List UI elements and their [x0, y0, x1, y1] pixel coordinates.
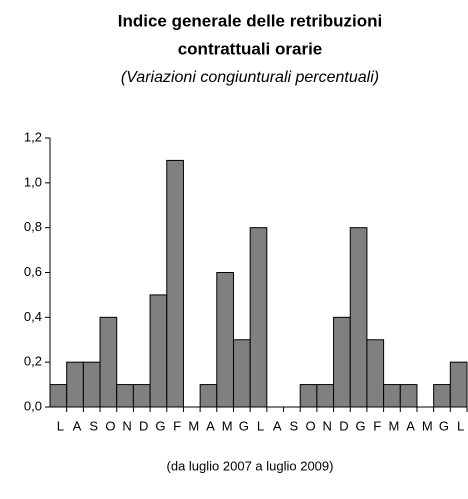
- x-tick-label: G: [439, 418, 449, 433]
- bar: [66, 361, 84, 408]
- x-tick-label: L: [457, 418, 464, 433]
- bar: [166, 159, 184, 408]
- x-tick-label: M: [389, 418, 400, 433]
- x-tick-label: A: [73, 418, 82, 433]
- x-tick-label: S: [89, 418, 98, 433]
- y-tick-label: 0,6: [24, 264, 42, 279]
- bar: [232, 339, 251, 408]
- x-tick-label: A: [273, 418, 282, 433]
- chart-title: Indice generale delle retribuzioni: [118, 11, 383, 30]
- bar: [49, 384, 68, 408]
- x-tick-label: M: [188, 418, 199, 433]
- x-tick-label: F: [173, 418, 181, 433]
- bar: [366, 339, 385, 408]
- x-tick-label: A: [406, 418, 415, 433]
- bar: [249, 227, 268, 408]
- x-tick-label: D: [339, 418, 348, 433]
- bar: [199, 384, 218, 408]
- bar: [216, 272, 234, 408]
- x-tick-label: G: [155, 418, 165, 433]
- x-tick-label: L: [257, 418, 264, 433]
- bar: [99, 316, 118, 408]
- x-tick-label: O: [305, 418, 315, 433]
- x-tick-label: M: [222, 418, 233, 433]
- y-tick-label: 1,0: [24, 174, 42, 189]
- y-tick-label: 0,0: [24, 398, 42, 413]
- x-tick-label: N: [323, 418, 332, 433]
- chart-title: contrattuali orarie: [178, 39, 323, 58]
- bar: [149, 294, 168, 408]
- bar: [349, 227, 368, 408]
- x-tick-label: O: [105, 418, 115, 433]
- x-tick-label: A: [206, 418, 215, 433]
- x-tick-label: M: [422, 418, 433, 433]
- bar: [299, 384, 318, 408]
- x-tick-label: G: [239, 418, 249, 433]
- bar: [433, 384, 451, 408]
- x-tick-label: N: [122, 418, 131, 433]
- bar: [383, 384, 401, 408]
- y-tick-label: 0,8: [24, 219, 42, 234]
- chart-subtitle: (Variazioni congiunturali percentuali): [121, 69, 379, 86]
- x-tick-label: S: [290, 418, 299, 433]
- y-tick-label: 1,2: [24, 129, 42, 144]
- bar: [399, 384, 418, 408]
- x-tick-label: D: [139, 418, 148, 433]
- bar: [116, 384, 134, 408]
- x-tick-label: G: [356, 418, 366, 433]
- x-axis-label: (da luglio 2007 a luglio 2009): [167, 458, 334, 473]
- bar: [449, 361, 468, 408]
- bar: [333, 316, 351, 408]
- bar: [132, 384, 151, 408]
- bar: [316, 384, 335, 408]
- bar: [82, 361, 101, 408]
- y-tick-label: 0,2: [24, 354, 42, 369]
- x-tick-label: L: [57, 418, 64, 433]
- x-tick-label: F: [373, 418, 381, 433]
- y-tick-label: 0,4: [24, 309, 42, 324]
